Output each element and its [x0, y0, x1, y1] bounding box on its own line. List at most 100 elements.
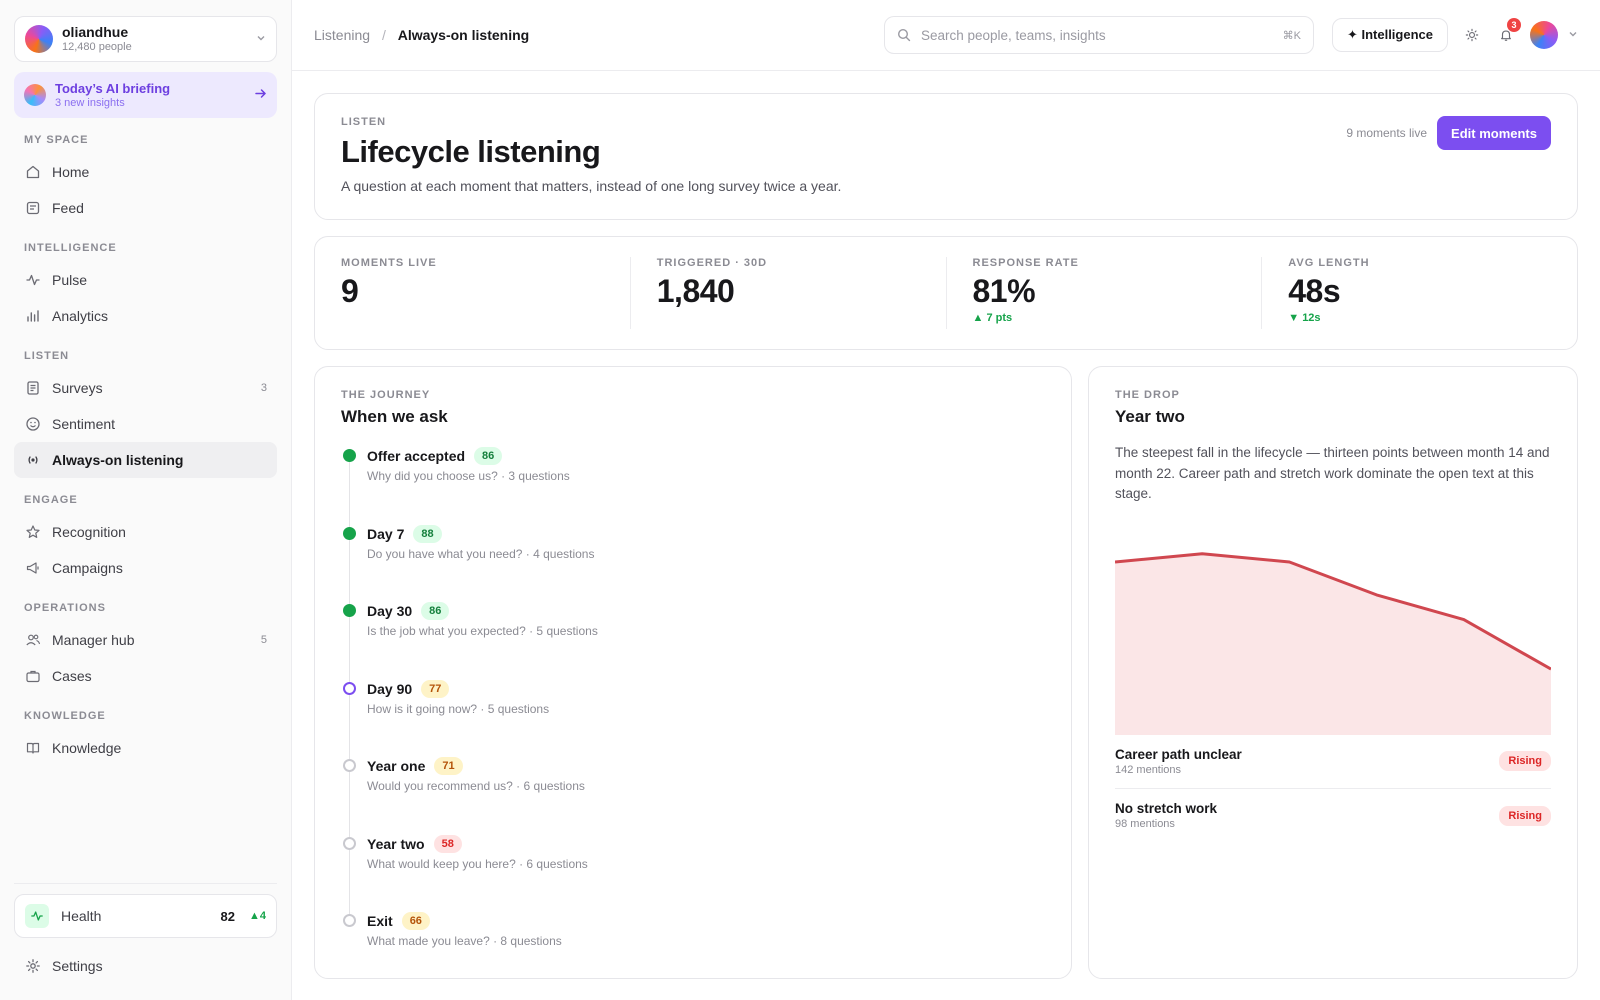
arrow-right-icon	[254, 87, 267, 103]
journey-eyebrow: THE JOURNEY	[341, 389, 431, 401]
stat-moments-live: MOMENTS LIVE 9	[315, 257, 630, 329]
user-avatar[interactable]	[1530, 21, 1558, 49]
intelligence-button[interactable]: ✦ Intelligence	[1331, 18, 1448, 52]
sidebar-item-manager-hub[interactable]: Manager hub 5	[14, 622, 277, 658]
stat-triggered: TRIGGERED · 30D 1,840	[629, 257, 946, 329]
timeline-dot	[343, 604, 356, 617]
sidebar-item-surveys[interactable]: Surveys 3	[14, 370, 277, 406]
sidebar-item-label: Feed	[52, 200, 84, 216]
breadcrumb-listening[interactable]: Listening	[314, 27, 371, 43]
breadcrumb-separator: /	[381, 27, 386, 43]
health-delta: ▲4	[248, 910, 266, 922]
settings-link[interactable]: Settings	[14, 948, 277, 984]
sidebar-item-home[interactable]: Home	[14, 154, 277, 190]
area-fill	[1115, 553, 1551, 735]
sidebar-item-label: Home	[52, 164, 90, 180]
moment-name: Day 30	[367, 603, 413, 619]
briefing-subtitle: 3 new insights	[55, 96, 125, 109]
moment-score-badge: 86	[474, 447, 503, 465]
sidebar-item-campaigns[interactable]: Campaigns	[14, 550, 277, 586]
edit-moments-button[interactable]: Edit moments	[1437, 116, 1551, 150]
moment-score-badge: 66	[401, 912, 430, 930]
timeline-moment[interactable]: Exit 66 What made you leave? · 8 questions	[341, 912, 1045, 990]
megaphone-icon	[24, 559, 42, 577]
search-input[interactable]: Search people, teams, insights ⌘K	[883, 16, 1314, 54]
stat-delta: ▲ 7 pts	[972, 312, 1013, 324]
stat-value: 48s	[1288, 273, 1341, 309]
timeline-moment[interactable]: Day 30 86 Is the job what you expected? · …	[341, 602, 1045, 680]
nav-section-listen: LISTEN	[24, 350, 70, 362]
stat-label: RESPONSE RATE	[972, 257, 1079, 269]
timeline-moment[interactable]: Year two 58 What would keep you here? · 6 …	[341, 834, 1045, 913]
timeline-dot	[343, 914, 356, 927]
timeline-moment[interactable]: Day 90 77 How is it going now? · 5 questio…	[341, 679, 1045, 758]
users-icon	[24, 631, 42, 649]
sidebar-item-always-on-listening[interactable]: Always-on listening	[14, 442, 277, 478]
drop-area-chart	[1115, 525, 1551, 735]
theme-row[interactable]: Career path unclear 142 mentions Rising	[1115, 735, 1551, 789]
notification-count-badge: 3	[1507, 18, 1521, 32]
timeline-moment[interactable]: Year one 71 Would you recommend us? · 6 qu…	[341, 757, 1045, 835]
settings-label: Settings	[52, 958, 103, 974]
nav-section-intelligence: INTELLIGENCE	[24, 242, 117, 254]
pulse-icon	[25, 904, 49, 928]
theme-name: Career path unclear	[1115, 746, 1242, 762]
chevron-down-icon[interactable]	[1568, 29, 1578, 42]
timeline-dot	[343, 681, 356, 695]
search-icon	[897, 28, 911, 42]
topbar: Listening / Always-on listening Search p…	[292, 0, 1600, 71]
bell-icon[interactable]: 3	[1496, 18, 1521, 45]
sidebar-item-label: Always-on listening	[52, 452, 184, 468]
moment-score-badge: 71	[434, 757, 463, 775]
moment-name: Year one	[367, 758, 426, 774]
health-widget[interactable]: Health 82 ▲4	[14, 894, 277, 938]
ai-orb-icon	[24, 84, 46, 106]
sidebar-item-analytics[interactable]: Analytics	[14, 298, 277, 334]
drop-chart-svg	[1115, 551, 1551, 735]
stat-avg-length: AVG LENGTH 48s ▼ 12s	[1261, 257, 1577, 329]
org-switcher[interactable]: oliandhue 12,480 people	[14, 16, 277, 62]
sidebar-item-pulse[interactable]: Pulse	[14, 262, 277, 298]
theme-toggle-icon[interactable]	[1462, 25, 1482, 45]
sidebar-item-feed[interactable]: Feed	[14, 190, 277, 226]
nav-section-my-space: MY SPACE	[24, 134, 89, 146]
timeline-dot	[343, 836, 356, 850]
breadcrumb: Listening / Always-on listening	[314, 27, 529, 43]
timeline-moment[interactable]: Day 7 88 Do you have what you need? · 4 qu…	[341, 524, 1045, 603]
journey-title: When we ask	[341, 407, 448, 426]
theme-mentions: 142 mentions	[1115, 763, 1182, 776]
briefcase-icon	[24, 667, 42, 685]
star-icon	[24, 523, 42, 541]
moment-subtitle: What made you leave? · 8 questions	[367, 934, 562, 948]
sidebar-item-cases[interactable]: Cases	[14, 658, 277, 694]
sidebar-divider	[14, 883, 277, 884]
page-description: A question at each moment that matters, …	[341, 178, 842, 194]
moment-subtitle: What would keep you here? · 6 questions	[367, 856, 588, 871]
sidebar-item-knowledge[interactable]: Knowledge	[14, 730, 277, 766]
sidebar-item-label: Manager hub	[52, 632, 135, 648]
home-icon	[24, 163, 42, 181]
theme-mentions: 98 mentions	[1115, 818, 1175, 830]
sidebar-item-sentiment[interactable]: Sentiment	[14, 406, 277, 442]
nav-section-knowledge: KNOWLEDGE	[24, 710, 106, 722]
sidebar-item-label: Cases	[52, 668, 92, 684]
stat-value: 81%	[972, 273, 1036, 309]
journey-timeline: Offer accepted 86 Why did you choose us? ·…	[341, 447, 1045, 990]
journey-card: THE JOURNEY When we ask Offer accepted 86…	[314, 366, 1072, 979]
main-area: Listening / Always-on listening Search p…	[292, 0, 1600, 1000]
stats-card: MOMENTS LIVE 9 TRIGGERED · 30D 1,840 RES…	[314, 236, 1578, 350]
nav-section-operations: OPERATIONS	[24, 602, 106, 614]
chevron-down-icon	[256, 33, 266, 46]
ai-briefing-card[interactable]: Today’s AI briefing 3 new insights	[14, 72, 277, 118]
moment-subtitle: How is it going now? · 5 questions	[367, 701, 550, 716]
manager-hub-count-badge: 5	[260, 634, 267, 646]
broadcast-icon	[24, 451, 42, 469]
timeline-moment[interactable]: Offer accepted 86 Why did you choose us? ·…	[341, 447, 1045, 525]
drop-card: THE DROP Year two The steepest fall in t…	[1088, 366, 1578, 979]
rising-badge: Rising	[1499, 751, 1551, 771]
moment-name: Day 90	[367, 680, 413, 697]
theme-row[interactable]: No stretch work 98 mentions Rising	[1115, 789, 1551, 843]
org-avatar	[25, 25, 53, 53]
drop-description: The steepest fall in the lifecycle — thi…	[1115, 445, 1550, 501]
sidebar-item-recognition[interactable]: Recognition	[14, 514, 277, 550]
